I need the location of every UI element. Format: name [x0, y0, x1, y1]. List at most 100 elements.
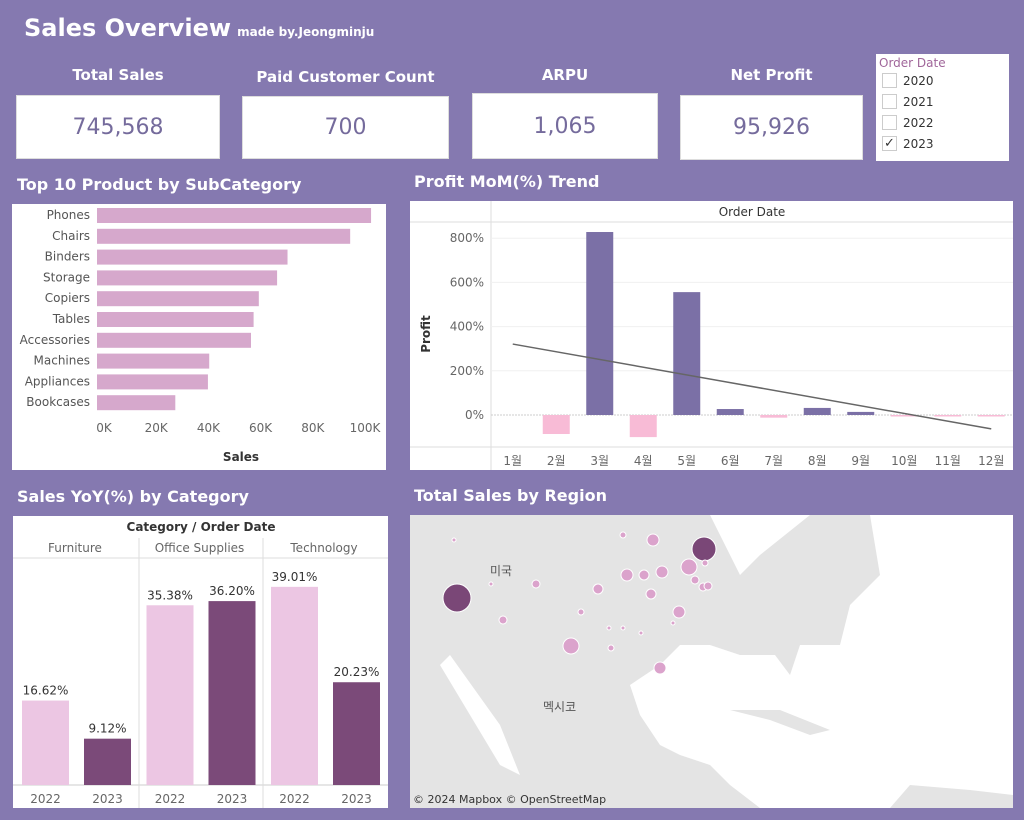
bar-furniture-2023	[84, 738, 131, 785]
map-bubble	[701, 559, 709, 567]
section-title-region: Total Sales by Region	[414, 486, 607, 505]
map-bubble	[638, 569, 650, 581]
map-label-us: 미국	[490, 564, 512, 578]
category-label: Tables	[52, 312, 90, 326]
bar-technology-2022	[271, 586, 318, 785]
data-label: 20.23%	[334, 665, 380, 679]
map-label-mexico: 멕시코	[543, 700, 576, 714]
bar-machines	[97, 353, 210, 369]
checkbox-checked[interactable]: ✓	[882, 136, 897, 151]
category-label: Chairs	[52, 229, 90, 243]
bar-month-8	[803, 407, 831, 415]
filter-option-2020[interactable]: 2020	[879, 70, 1006, 91]
map-bubble	[619, 531, 627, 539]
bar-office-supplies-2023	[208, 601, 256, 785]
map-bubble	[577, 608, 585, 616]
title-text: Sales Overview	[24, 14, 232, 42]
data-label: 9.12%	[88, 722, 126, 736]
y-tick-label: 0%	[465, 408, 484, 422]
x-tick-label: 3월	[590, 454, 609, 468]
section-title-yoy: Sales YoY(%) by Category	[17, 487, 249, 506]
map-bubble	[606, 625, 612, 631]
year-label: 2022	[155, 792, 186, 806]
checkbox[interactable]	[882, 115, 897, 130]
kpi-label-arpu: ARPU	[541, 66, 589, 84]
filter-option-2022[interactable]: 2022	[879, 112, 1006, 133]
category-header: Office Supplies	[155, 541, 245, 555]
bar-binders	[97, 249, 288, 265]
map-bubble	[653, 661, 667, 675]
bar-month-11	[934, 415, 962, 417]
mom-trend-chart: Order Date Profit 0% 200% 400% 600% 800% 1월 2월 3월…	[410, 201, 1013, 470]
x-tick-label: 100K	[350, 421, 382, 435]
map-bubble	[638, 630, 644, 636]
y-tick-label: 400%	[450, 320, 484, 334]
subtitle: made by.Jeongminju	[237, 25, 375, 39]
map-bubble	[655, 565, 669, 579]
kpi-label-paid-customers: Paid Customer Count	[256, 68, 435, 86]
category-label: Bookcases	[26, 395, 90, 409]
trend-line	[512, 343, 992, 430]
map-bubble	[620, 625, 626, 631]
map-bubble	[703, 581, 713, 591]
category-label: Machines	[34, 354, 90, 368]
bar-accessories	[97, 332, 251, 348]
bar-month-10	[890, 415, 918, 417]
category-label: Phones	[47, 208, 90, 222]
y-tick-label: 600%	[450, 275, 484, 289]
kpi-paid-customers: 700	[242, 96, 449, 159]
bar-month-6	[716, 409, 744, 415]
bar-storage	[97, 270, 278, 286]
checkbox[interactable]	[882, 73, 897, 88]
x-tick-label: 6월	[721, 454, 740, 468]
bar-office-supplies-2022	[146, 605, 194, 785]
option-label: 2021	[903, 94, 934, 109]
map-bubble	[592, 583, 604, 595]
filter-option-2023[interactable]: ✓ 2023	[879, 133, 1006, 154]
category-label: Storage	[43, 270, 90, 284]
map-bubble	[607, 644, 615, 652]
x-tick-label: 60K	[249, 421, 273, 435]
y-tick-label: 800%	[450, 231, 484, 245]
x-tick-label: 5월	[677, 454, 696, 468]
bar-phones	[97, 208, 372, 223]
bar-month-9	[847, 411, 875, 415]
map-bubble	[451, 537, 457, 543]
x-tick-label: 20K	[145, 421, 169, 435]
x-tick-label: 1월	[503, 454, 522, 468]
region-map[interactable]: 미국 멕시코 © 2024 Mapbox © OpenStreetMap	[410, 515, 1013, 808]
kpi-total-sales: 745,568	[16, 95, 220, 159]
map-bubble	[442, 583, 472, 613]
data-label: 35.38%	[147, 588, 193, 602]
bar-month-4	[629, 415, 657, 438]
map-land-south-america	[890, 785, 1013, 808]
option-label: 2022	[903, 115, 934, 130]
kpi-label-total-sales: Total Sales	[72, 66, 164, 84]
year-label: 2022	[30, 792, 61, 806]
bar-month-5	[673, 292, 701, 415]
x-tick-label: 0K	[96, 421, 113, 435]
x-tick-label: 10월	[891, 454, 917, 468]
checkbox[interactable]	[882, 94, 897, 109]
bar-tables	[97, 312, 254, 327]
category-header: Technology	[289, 541, 357, 555]
bar-bookcases	[97, 395, 176, 411]
x-tick-label: 11월	[935, 454, 961, 468]
x-tick-label: 7월	[764, 454, 783, 468]
bar-technology-2023	[333, 682, 380, 785]
map-bubble	[562, 637, 580, 655]
filter-option-2021[interactable]: 2021	[879, 91, 1006, 112]
map-bubble	[691, 536, 717, 562]
data-label: 39.01%	[272, 570, 318, 584]
year-label: 2022	[279, 792, 310, 806]
map-attribution[interactable]: © 2024 Mapbox © OpenStreetMap	[413, 793, 606, 806]
filter-title: Order Date	[879, 56, 946, 70]
map-canvas[interactable]: 미국 멕시코 © 2024 Mapbox © OpenStreetMap	[410, 515, 1013, 808]
y-axis-title: Profit	[419, 315, 433, 353]
map-land-baja	[440, 655, 520, 775]
data-label: 16.62%	[23, 684, 69, 698]
category-label: Copiers	[45, 291, 90, 305]
year-label: 2023	[92, 792, 123, 806]
x-axis-title: Sales	[223, 450, 259, 464]
option-label: 2023	[903, 136, 934, 151]
